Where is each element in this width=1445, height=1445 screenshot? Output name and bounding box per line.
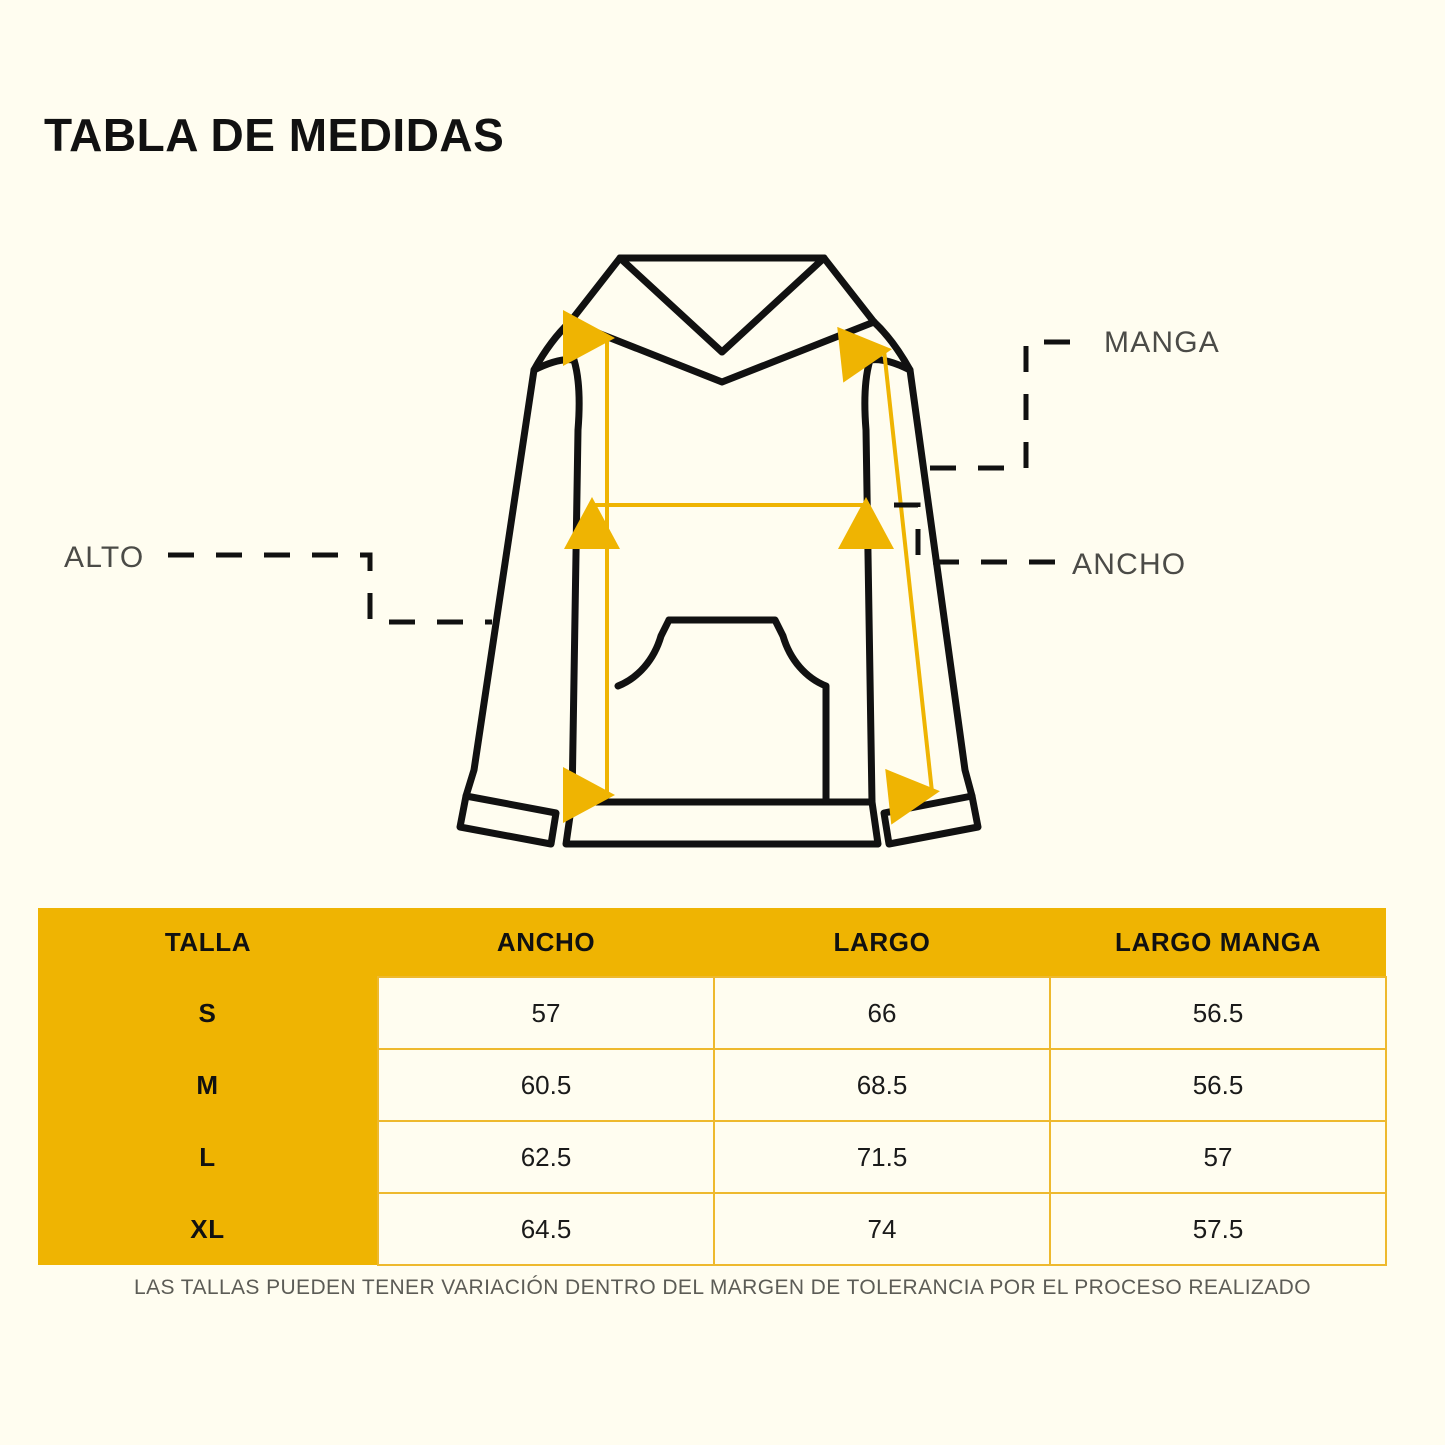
table-header-row: TALLA ANCHO LARGO LARGO MANGA <box>38 908 1386 977</box>
cell-largo-manga: 57.5 <box>1049 1192 1387 1266</box>
column-header-largo: LARGO <box>714 908 1050 977</box>
left-sleeve-outline <box>462 318 574 800</box>
label-alto: ALTO <box>64 541 144 574</box>
cell-talla: XL <box>38 1193 378 1265</box>
manga-measure-arrow <box>837 326 940 825</box>
column-header-talla: TALLA <box>38 908 378 977</box>
label-ancho: ANCHO <box>1072 548 1186 581</box>
cell-largo: 68.5 <box>713 1048 1051 1122</box>
page-title: TABLA DE MEDIDAS <box>44 109 505 161</box>
ancho-leader-line <box>894 502 1060 565</box>
tolerance-footnote: LAS TALLAS PUEDEN TENER VARIACIÓN DENTRO… <box>134 1276 1311 1299</box>
label-manga: MANGA <box>1104 326 1220 359</box>
cell-talla: L <box>38 1121 378 1193</box>
cell-largo-manga: 56.5 <box>1049 1048 1387 1122</box>
cell-talla: M <box>38 1049 378 1121</box>
cell-ancho: 62.5 <box>377 1120 715 1194</box>
cell-largo: 66 <box>713 976 1051 1050</box>
column-header-largo-manga: LARGO MANGA <box>1050 908 1386 977</box>
cell-ancho: 57 <box>377 976 715 1050</box>
cell-largo: 74 <box>713 1192 1051 1266</box>
size-table-head: TALLA ANCHO LARGO LARGO MANGA <box>38 908 1386 977</box>
hem-band <box>562 798 882 848</box>
garment-diagram: ALTO ANCHO MANGA <box>0 230 1445 880</box>
manga-leader-line <box>930 339 1090 471</box>
table-row: L 62.5 71.5 57 <box>38 1120 1387 1194</box>
cell-talla: S <box>38 977 378 1049</box>
cell-ancho: 64.5 <box>377 1192 715 1266</box>
kangaroo-pocket-left <box>614 616 673 690</box>
right-shoulder <box>820 254 878 326</box>
hood-opening-inner <box>566 318 878 386</box>
size-table: TALLA ANCHO LARGO LARGO MANGA S 57 66 56… <box>38 908 1387 1266</box>
hood-opening-outer <box>616 254 828 356</box>
left-sleeve-cuff <box>456 792 560 848</box>
cell-largo-manga: 56.5 <box>1049 976 1387 1050</box>
cell-largo-manga: 57 <box>1049 1120 1387 1194</box>
column-header-ancho: ANCHO <box>378 908 714 977</box>
table-row: XL 64.5 74 57.5 <box>38 1192 1387 1266</box>
right-sleeve-cuff <box>880 792 982 848</box>
size-table-body: S 57 66 56.5 M 60.5 68.5 56.5 L 62.5 71.… <box>38 976 1387 1266</box>
table-row: M 60.5 68.5 56.5 <box>38 1048 1387 1122</box>
left-body-seam <box>568 356 583 806</box>
cell-largo: 71.5 <box>713 1120 1051 1194</box>
cell-ancho: 60.5 <box>377 1048 715 1122</box>
table-row: S 57 66 56.5 <box>38 976 1387 1050</box>
right-body-seam <box>861 356 876 806</box>
hoodie-illustration <box>456 254 982 848</box>
left-shoulder <box>566 254 624 326</box>
alto-leader-line <box>168 552 492 625</box>
kangaroo-pocket <box>665 616 830 806</box>
